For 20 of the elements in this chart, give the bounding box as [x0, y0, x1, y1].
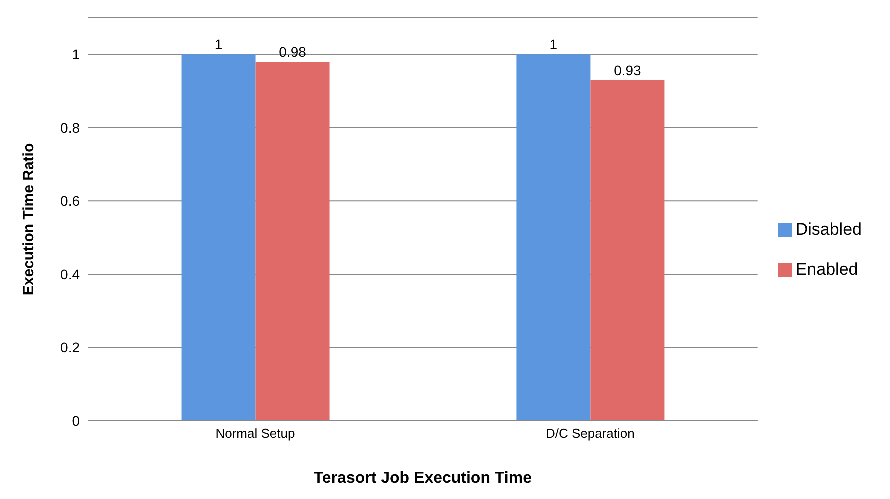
data-label: 1: [550, 36, 558, 53]
x-axis-title: Terasort Job Execution Time: [314, 470, 532, 487]
legend-label: Enabled: [796, 260, 858, 278]
bar: [516, 54, 591, 421]
y-tick-label: 1: [72, 46, 80, 63]
legend-label: Disabled: [796, 220, 862, 238]
data-label: 0.93: [614, 62, 642, 78]
x-tick-label: D/C Separation: [546, 426, 635, 442]
y-tick-label: 0.6: [60, 193, 80, 210]
y-axis-title: Execution Time Ratio: [20, 143, 38, 296]
y-tick-label: 0: [72, 412, 80, 429]
data-label: 0.98: [279, 44, 307, 60]
y-tick-label: 0.2: [60, 340, 80, 356]
x-tick-label: Normal Setup: [216, 426, 296, 442]
y-tick-label: 0.4: [60, 266, 80, 282]
bar: [590, 80, 665, 421]
data-label: 1: [214, 36, 223, 53]
bar: [182, 54, 256, 421]
y-tick-label: 0.8: [60, 120, 80, 136]
bar: [256, 62, 330, 421]
